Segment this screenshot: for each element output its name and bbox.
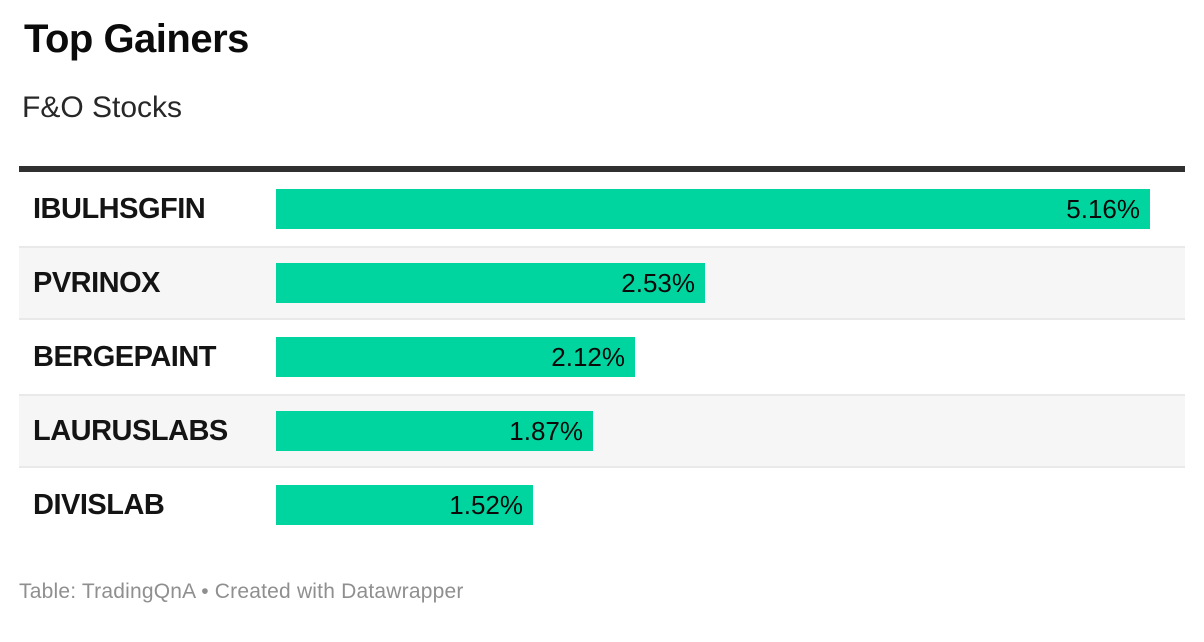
header-rule: [19, 166, 1185, 172]
row-label: DIVISLAB: [33, 488, 165, 521]
bar-value-label: 5.16%: [1066, 193, 1140, 224]
chart-footer-credit: Table: TradingQnA • Created with Datawra…: [19, 580, 464, 603]
row-label: LAURUSLABS: [33, 414, 228, 447]
bar-track: 1.87%: [276, 411, 1185, 451]
bar-value-label: 2.53%: [621, 267, 695, 298]
bar-value-label: 1.87%: [509, 415, 583, 446]
bar-track: 2.53%: [276, 263, 1185, 303]
bar-value-label: 2.12%: [551, 341, 625, 372]
bar-row: BERGEPAINT 2.12%: [19, 320, 1185, 394]
row-label: BERGEPAINT: [33, 340, 216, 373]
bar: 2.12%: [276, 337, 635, 377]
bar-row: IBULHSGFIN 5.16%: [19, 172, 1185, 246]
bar: 1.87%: [276, 411, 593, 451]
bar-track: 2.12%: [276, 337, 1185, 377]
bar: 5.16%: [276, 189, 1150, 229]
bar-chart: IBULHSGFIN 5.16% PVRINOX 2.53% BERGEPAIN…: [19, 172, 1185, 542]
row-label: IBULHSGFIN: [33, 192, 206, 225]
chart-container: Top Gainers F&O Stocks IBULHSGFIN 5.16% …: [0, 18, 1204, 642]
bar-track: 1.52%: [276, 485, 1185, 525]
bar: 2.53%: [276, 263, 705, 303]
chart-subtitle: F&O Stocks: [22, 91, 183, 124]
bar-track: 5.16%: [276, 189, 1185, 229]
bar-row: PVRINOX 2.53%: [19, 246, 1185, 320]
bar: 1.52%: [276, 485, 533, 525]
row-label: PVRINOX: [33, 266, 161, 299]
bar-row: LAURUSLABS 1.87%: [19, 394, 1185, 468]
bar-value-label: 1.52%: [449, 489, 523, 520]
bar-row: DIVISLAB 1.52%: [19, 468, 1185, 542]
page-title: Top Gainers: [24, 17, 249, 61]
